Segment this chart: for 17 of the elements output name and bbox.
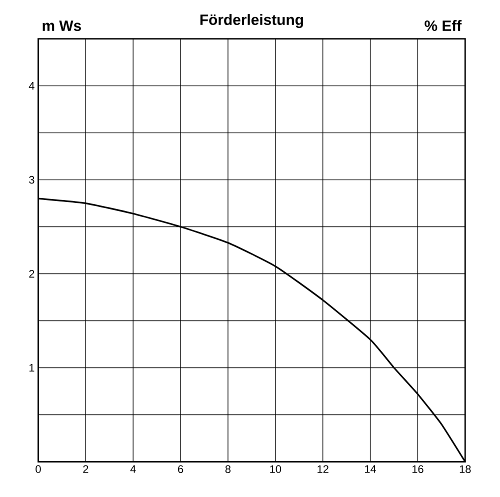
x-tick-label: 18 bbox=[460, 465, 471, 473]
x-tick-label: 6 bbox=[178, 465, 184, 473]
y-tick-label: 4 bbox=[28, 82, 34, 90]
x-tick-label: 16 bbox=[412, 465, 424, 473]
y2-axis-title: % Eff bbox=[424, 20, 462, 31]
x-tick-label: 2 bbox=[83, 465, 88, 473]
x-tick-label: 14 bbox=[365, 465, 376, 473]
y-axis-title: m Ws bbox=[42, 20, 81, 31]
y-tick-label: 3 bbox=[29, 176, 34, 184]
x-tick-label: 10 bbox=[270, 465, 282, 473]
y-tick-label: 2 bbox=[29, 270, 34, 278]
chart-title: Förderleistung bbox=[200, 14, 303, 28]
x-tick-label: 0 bbox=[36, 465, 41, 473]
x-tick-label: 4 bbox=[130, 465, 136, 473]
x-tick-label: 8 bbox=[225, 465, 231, 473]
y-tick-label: 1 bbox=[29, 364, 34, 372]
x-tick-label: 12 bbox=[318, 465, 328, 473]
